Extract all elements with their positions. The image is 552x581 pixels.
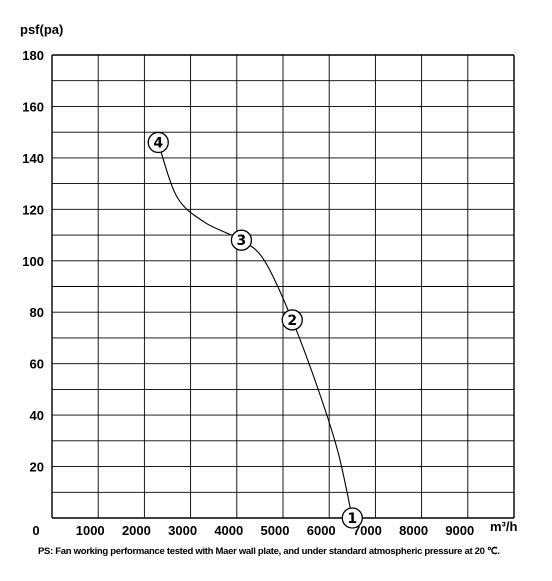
- x-tick-label: 8000: [399, 523, 428, 538]
- x-tick-label: 1000: [76, 523, 105, 538]
- x-tick-label: 7000: [353, 523, 382, 538]
- footnote: PS: Fan working performance tested with …: [38, 546, 500, 557]
- y-tick-label: 140: [22, 151, 44, 166]
- y-tick-label: 60: [30, 357, 44, 372]
- x-tick-label: 9000: [445, 523, 474, 538]
- point-marker-circle: [341, 507, 363, 529]
- point-marker-label: 2: [287, 313, 297, 329]
- chart-grid: [51, 54, 515, 519]
- y-tick-label: 120: [22, 202, 44, 217]
- y-tick-label: 20: [30, 460, 44, 475]
- axis-ticks: 20 40 60 80 100 120 140 160 180 0 1000 2000 3000 4000…: [22, 48, 474, 538]
- y-tick-label: 40: [30, 408, 44, 423]
- y-axis-unit-label: psf(pa): [20, 22, 63, 37]
- x-tick-label: 6000: [307, 523, 336, 538]
- x-tick-label: 2000: [122, 523, 151, 538]
- x-tick-label: 0: [32, 523, 39, 538]
- y-tick-label: 160: [22, 99, 44, 114]
- y-tick-label: 100: [22, 254, 44, 269]
- x-tick-label: 4000: [214, 523, 243, 538]
- x-tick-label: 5000: [261, 523, 290, 538]
- point-marker-circle: [281, 309, 303, 331]
- point-marker-label: 4: [153, 135, 163, 151]
- point-marker-label: 1: [347, 511, 357, 527]
- y-tick-label: 180: [22, 48, 44, 63]
- point-marker-label: 3: [237, 233, 247, 249]
- x-tick-label: 3000: [168, 523, 197, 538]
- point-marker-circle: [230, 229, 253, 251]
- operating-points: 1 2 3 4: [147, 131, 363, 529]
- x-axis-unit-label: m³/h: [490, 519, 518, 534]
- chart-series: [157, 142, 353, 519]
- point-marker-circle: [147, 131, 169, 154]
- y-tick-label: 80: [30, 305, 44, 320]
- performance-curve: [157, 142, 353, 519]
